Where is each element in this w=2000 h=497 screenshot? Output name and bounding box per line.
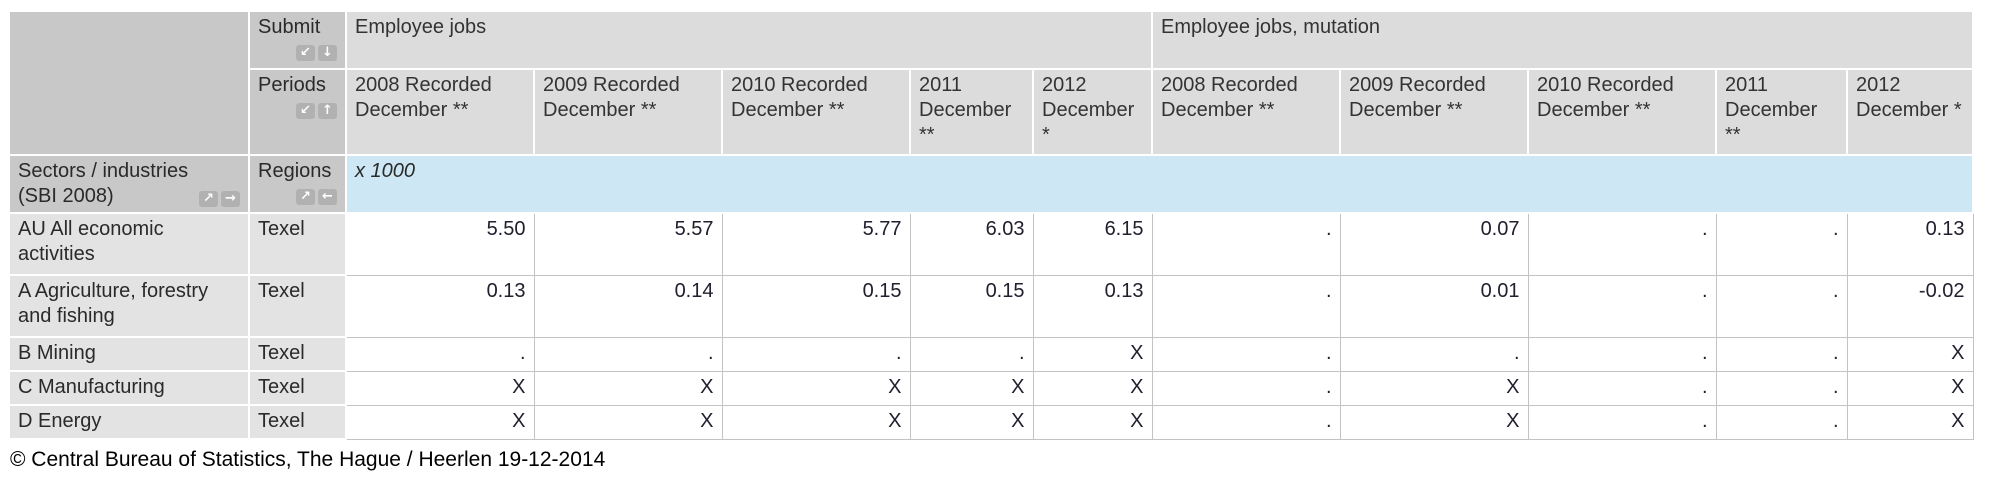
- value-cell: .: [1151, 370, 1341, 406]
- value-cell: X: [345, 404, 535, 440]
- value-cell: .: [1527, 274, 1717, 338]
- sectors-label-line1: Sectors / industries: [18, 160, 189, 182]
- value-cell: 6.03: [909, 212, 1034, 276]
- group-header-employee-jobs: Employee jobs: [345, 10, 1153, 70]
- value-cell: 5.50: [345, 212, 535, 276]
- group-header-employee-jobs-mutation: Employee jobs, mutation: [1151, 10, 1974, 70]
- period-header: 2011 December **: [909, 68, 1034, 156]
- statline-table: Submit ↙ ↓ Employee jobs Employee jobs, m…: [8, 10, 1974, 440]
- value-cell: 0.07: [1339, 212, 1529, 276]
- value-cell: .: [1151, 336, 1341, 372]
- value-cell: .: [1527, 370, 1717, 406]
- value-cell: X: [1032, 370, 1153, 406]
- regions-label: Regions: [258, 160, 332, 182]
- value-cell: X: [909, 370, 1034, 406]
- sectors-header-cell: Sectors / industries (SBI 2008) ↗ →: [8, 154, 250, 214]
- unit-row-label: x 1000: [345, 154, 1974, 214]
- arrow-left-icon[interactable]: ←: [318, 189, 337, 205]
- value-cell: 0.01: [1339, 274, 1529, 338]
- period-header: 2011 December **: [1715, 68, 1848, 156]
- table-row: AU All economic activities Texel 5.50 5.…: [8, 212, 1974, 276]
- value-cell: .: [1151, 212, 1341, 276]
- table-row: D Energy Texel X X X X X . X . . X: [8, 404, 1974, 440]
- copyright-footer: © Central Bureau of Statistics, The Hagu…: [10, 448, 606, 471]
- value-cell: X: [1846, 336, 1974, 372]
- period-header: 2010 Recorded December **: [721, 68, 911, 156]
- value-cell: .: [1715, 336, 1848, 372]
- value-cell: 0.15: [721, 274, 911, 338]
- arrow-right-icon[interactable]: →: [221, 191, 240, 207]
- regions-header-cell: Regions ↗ ←: [248, 154, 347, 214]
- table-row: A Agriculture, forestry and fishing Texe…: [8, 274, 1974, 338]
- submit-header-cell: Submit ↙ ↓: [248, 10, 347, 70]
- value-cell: .: [1151, 274, 1341, 338]
- period-header: 2008 Recorded December **: [345, 68, 535, 156]
- value-cell: X: [721, 370, 911, 406]
- value-cell: .: [1527, 212, 1717, 276]
- period-header: 2010 Recorded December **: [1527, 68, 1717, 156]
- sector-label: B Mining: [8, 336, 250, 372]
- periods-header-cell: Periods ↙ ↑: [248, 68, 347, 156]
- value-cell: .: [909, 336, 1034, 372]
- periods-label: Periods: [258, 74, 326, 96]
- region-label: Texel: [248, 404, 347, 440]
- value-cell: X: [345, 370, 535, 406]
- value-cell: 5.77: [721, 212, 911, 276]
- value-cell: X: [533, 370, 723, 406]
- arrow-up-right-icon[interactable]: ↗: [199, 191, 218, 207]
- value-cell: .: [1715, 370, 1848, 406]
- value-cell: X: [1846, 370, 1974, 406]
- value-cell: .: [1339, 336, 1529, 372]
- period-header: 2008 Recorded December **: [1151, 68, 1341, 156]
- value-cell: -0.02: [1846, 274, 1974, 338]
- value-cell: .: [1715, 404, 1848, 440]
- value-cell: X: [1846, 404, 1974, 440]
- region-label: Texel: [248, 212, 347, 276]
- value-cell: X: [909, 404, 1034, 440]
- sector-label: A Agriculture, forestry and fishing: [8, 274, 250, 338]
- value-cell: X: [1032, 336, 1153, 372]
- arrow-down-left-icon[interactable]: ↙: [296, 103, 315, 119]
- value-cell: X: [1032, 404, 1153, 440]
- sector-label: C Manufacturing: [8, 370, 250, 406]
- arrow-up-icon[interactable]: ↑: [318, 103, 337, 119]
- value-cell: .: [533, 336, 723, 372]
- submit-label: Submit: [258, 16, 321, 38]
- sector-label: AU All economic activities: [8, 212, 250, 276]
- region-label: Texel: [248, 274, 347, 338]
- value-cell: X: [533, 404, 723, 440]
- table-row: B Mining Texel . . . . X . . . . X: [8, 336, 1974, 372]
- region-label: Texel: [248, 336, 347, 372]
- value-cell: 0.13: [1846, 212, 1974, 276]
- period-header: 2012 December *: [1032, 68, 1153, 156]
- arrow-down-icon[interactable]: ↓: [318, 45, 337, 61]
- value-cell: 0.14: [533, 274, 723, 338]
- value-cell: .: [1527, 404, 1717, 440]
- value-cell: 5.57: [533, 212, 723, 276]
- arrow-down-left-icon[interactable]: ↙: [296, 45, 315, 61]
- sectors-label-line2: (SBI 2008): [18, 185, 114, 207]
- value-cell: X: [1339, 404, 1529, 440]
- corner-cell: [8, 10, 250, 156]
- value-cell: .: [1527, 336, 1717, 372]
- value-cell: 0.13: [345, 274, 535, 338]
- sector-label: D Energy: [8, 404, 250, 440]
- value-cell: 6.15: [1032, 212, 1153, 276]
- period-header: 2009 Recorded December **: [1339, 68, 1529, 156]
- value-cell: .: [1715, 212, 1848, 276]
- period-header: 2009 Recorded December **: [533, 68, 723, 156]
- value-cell: X: [1339, 370, 1529, 406]
- value-cell: .: [1715, 274, 1848, 338]
- table-row: C Manufacturing Texel X X X X X . X . . …: [8, 370, 1974, 406]
- value-cell: 0.13: [1032, 274, 1153, 338]
- region-label: Texel: [248, 370, 347, 406]
- value-cell: .: [721, 336, 911, 372]
- value-cell: .: [1151, 404, 1341, 440]
- arrow-up-right-icon[interactable]: ↗: [296, 189, 315, 205]
- period-header: 2012 December *: [1846, 68, 1974, 156]
- value-cell: X: [721, 404, 911, 440]
- value-cell: 0.15: [909, 274, 1034, 338]
- value-cell: .: [345, 336, 535, 372]
